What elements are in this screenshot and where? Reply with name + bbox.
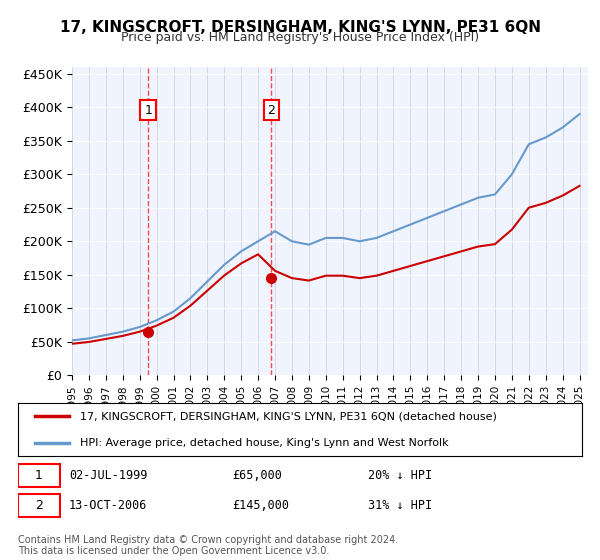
Text: £65,000: £65,000 — [232, 469, 282, 482]
Text: Contains HM Land Registry data © Crown copyright and database right 2024.
This d: Contains HM Land Registry data © Crown c… — [18, 535, 398, 557]
Text: 13-OCT-2006: 13-OCT-2006 — [69, 499, 147, 512]
Text: 2: 2 — [268, 104, 275, 116]
Text: 17, KINGSCROFT, DERSINGHAM, KING'S LYNN, PE31 6QN: 17, KINGSCROFT, DERSINGHAM, KING'S LYNN,… — [59, 20, 541, 35]
Text: 20% ↓ HPI: 20% ↓ HPI — [368, 469, 432, 482]
Text: 1: 1 — [35, 469, 43, 482]
Text: 2: 2 — [35, 499, 43, 512]
Text: Price paid vs. HM Land Registry's House Price Index (HPI): Price paid vs. HM Land Registry's House … — [121, 31, 479, 44]
Text: £145,000: £145,000 — [232, 499, 289, 512]
Text: 1: 1 — [144, 104, 152, 116]
FancyBboxPatch shape — [18, 494, 60, 517]
FancyBboxPatch shape — [18, 464, 60, 487]
Text: 17, KINGSCROFT, DERSINGHAM, KING'S LYNN, PE31 6QN (detached house): 17, KINGSCROFT, DERSINGHAM, KING'S LYNN,… — [80, 412, 497, 422]
Text: HPI: Average price, detached house, King's Lynn and West Norfolk: HPI: Average price, detached house, King… — [80, 438, 449, 448]
Text: 02-JUL-1999: 02-JUL-1999 — [69, 469, 147, 482]
Text: 31% ↓ HPI: 31% ↓ HPI — [368, 499, 432, 512]
